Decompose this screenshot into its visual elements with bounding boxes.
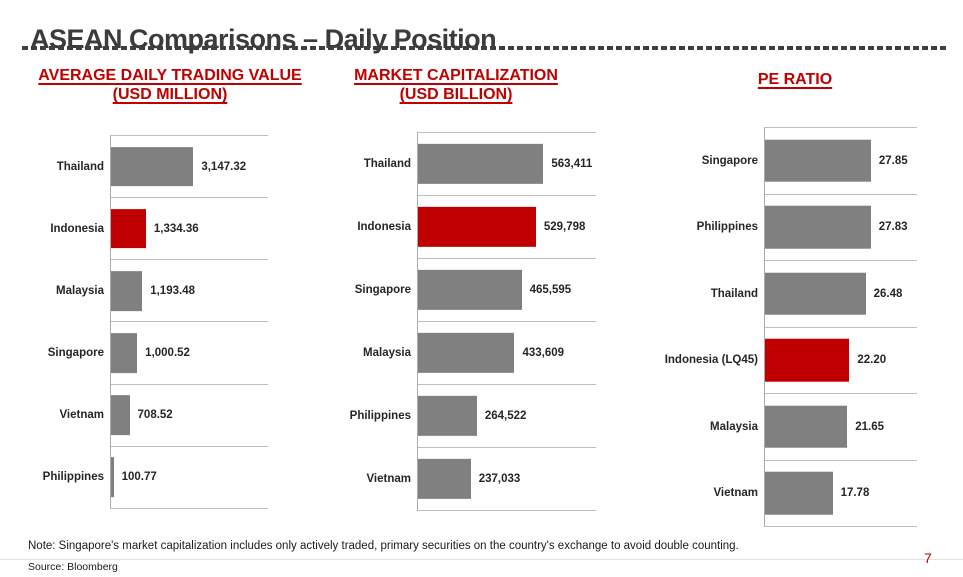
category-label: Thailand bbox=[56, 160, 104, 173]
chart-title-block: PE RATIO bbox=[690, 70, 900, 89]
value-label: 21.65 bbox=[855, 420, 885, 433]
category-label: Singapore bbox=[354, 284, 411, 296]
bar bbox=[765, 139, 871, 183]
chart-title: PE RATIO bbox=[757, 71, 833, 88]
page-number: 7 bbox=[924, 550, 932, 566]
plot-avg-daily-trading-value: Thailand 3,147.32 Indonesia 1,334.36 Malaysi… bbox=[43, 135, 268, 509]
chart-subtitle: (USD BILLION) bbox=[399, 86, 513, 103]
value-label: 465,595 bbox=[529, 284, 572, 296]
bar bbox=[111, 271, 143, 311]
category-label: Thailand bbox=[363, 158, 411, 170]
value-label: 1,193.48 bbox=[150, 284, 195, 297]
bar-row: Philippines 27.83 bbox=[697, 195, 917, 261]
value-label: 26.48 bbox=[873, 287, 903, 300]
bar bbox=[418, 143, 544, 185]
category-label: Vietnam bbox=[366, 473, 411, 485]
bar-row: Singapore 27.85 bbox=[702, 128, 917, 195]
bar-row: Malaysia 21.65 bbox=[710, 394, 917, 461]
category-label: Indonesia bbox=[50, 222, 104, 235]
bar-highlighted bbox=[418, 206, 536, 248]
value-label: 100.77 bbox=[121, 471, 157, 484]
bar bbox=[765, 405, 848, 449]
category-label: Indonesia bbox=[357, 221, 411, 233]
plot-market-capitalization: Thailand 563,411 Indonesia 529,798 Singapore… bbox=[350, 132, 596, 511]
bar-row: Indonesia (LQ45) 22.20 bbox=[665, 328, 917, 394]
bar bbox=[111, 333, 138, 373]
value-label: 708.52 bbox=[137, 409, 173, 422]
bar-row: Thailand 26.48 bbox=[711, 261, 917, 328]
category-label: Malaysia bbox=[363, 347, 411, 359]
category-label: Philippines bbox=[42, 471, 104, 484]
chart-title: AVERAGE DAILY TRADING VALUE bbox=[38, 67, 302, 84]
plot-pe-ratio: Singapore 27.85 Philippines 27.83 Thailand 26… bbox=[665, 127, 917, 527]
bar-highlighted bbox=[765, 338, 850, 382]
value-label: 3,147.32 bbox=[201, 160, 247, 173]
category-label: Vietnam bbox=[713, 487, 758, 500]
bar-row: Thailand 3,147.32 bbox=[57, 136, 268, 199]
category-label: Malaysia bbox=[56, 284, 104, 297]
bar-row: Vietnam 708.52 bbox=[59, 385, 268, 447]
bar bbox=[111, 146, 194, 187]
chart-title-block: MARKET CAPITALIZATION (USD BILLION) bbox=[342, 66, 570, 104]
bar-highlighted bbox=[111, 208, 146, 249]
value-label: 433,609 bbox=[522, 347, 565, 359]
bar-row: Philippines 264,522 bbox=[350, 385, 596, 448]
category-label: Singapore bbox=[701, 154, 758, 167]
footer-divider bbox=[0, 559, 963, 560]
bar bbox=[765, 205, 871, 249]
value-label: 1,334.36 bbox=[153, 222, 199, 235]
bar-row: Malaysia 1,193.48 bbox=[56, 260, 268, 323]
category-label: Vietnam bbox=[59, 409, 104, 422]
bar-row: Singapore 1,000.52 bbox=[48, 322, 268, 385]
chart-title: MARKET CAPITALIZATION bbox=[354, 67, 558, 84]
bar-row: Malaysia 433,609 bbox=[363, 322, 596, 385]
bar-row: Philippines 100.77 bbox=[43, 447, 268, 509]
value-label: 563,411 bbox=[551, 158, 593, 170]
chart-title-block: AVERAGE DAILY TRADING VALUE (USD MILLION… bbox=[26, 66, 314, 104]
value-label: 237,033 bbox=[478, 473, 521, 485]
value-label: 27.83 bbox=[878, 221, 908, 234]
title-divider bbox=[22, 46, 948, 50]
value-label: 27.85 bbox=[878, 154, 908, 167]
value-label: 529,798 bbox=[543, 221, 586, 233]
chart-subtitle: (USD MILLION) bbox=[112, 86, 228, 103]
value-label: 17.78 bbox=[840, 487, 870, 500]
page-title: ASEAN Comparisons – Daily Position bbox=[30, 24, 497, 55]
bar-row: Indonesia 529,798 bbox=[357, 196, 596, 259]
bar bbox=[418, 332, 515, 374]
bar-row: Vietnam 17.78 bbox=[713, 461, 917, 527]
bar bbox=[418, 395, 477, 437]
bar-row: Vietnam 237,033 bbox=[366, 448, 596, 511]
category-label: Malaysia bbox=[710, 420, 758, 433]
bar bbox=[418, 458, 471, 500]
value-label: 264,522 bbox=[484, 410, 527, 422]
bar bbox=[111, 457, 114, 498]
bar bbox=[418, 269, 522, 311]
category-label: Philippines bbox=[349, 410, 411, 422]
bar-row: Thailand 563,411 bbox=[364, 133, 596, 196]
bar-row: Singapore 465,595 bbox=[355, 259, 596, 322]
category-label: Indonesia (LQ45) bbox=[664, 354, 758, 367]
bar bbox=[765, 272, 866, 316]
category-label: Philippines bbox=[696, 221, 758, 234]
category-label: Thailand bbox=[710, 287, 758, 300]
bar bbox=[111, 395, 130, 436]
bar-row: Indonesia 1,334.36 bbox=[50, 198, 268, 261]
source-text: Source: Bloomberg bbox=[28, 561, 118, 573]
note-text: Note: Singapore's market capitalization … bbox=[28, 540, 739, 552]
bar bbox=[765, 471, 833, 515]
category-label: Singapore bbox=[47, 347, 104, 360]
value-label: 22.20 bbox=[857, 354, 887, 367]
value-label: 1,000.52 bbox=[145, 347, 190, 360]
